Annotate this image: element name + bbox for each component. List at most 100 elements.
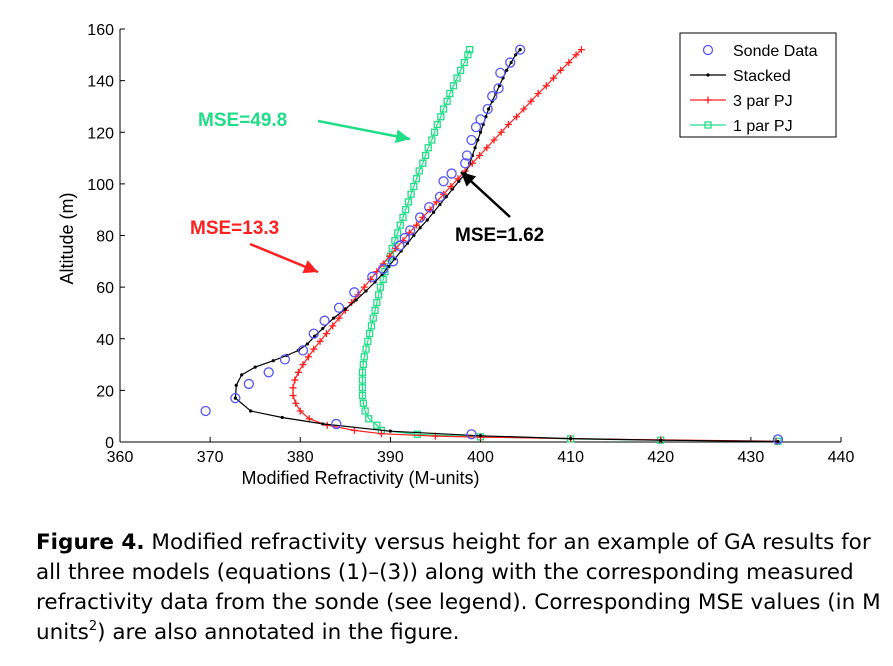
sonde-data-point: [349, 287, 360, 298]
sonde-data-point: [461, 150, 473, 161]
caption-label: Figure 4.: [36, 530, 145, 555]
par3-pj-point: [360, 283, 368, 291]
sonde-data-point: [319, 315, 330, 326]
sonde-data-point: [263, 367, 274, 378]
x-tick-label: 370: [197, 449, 224, 466]
par3-pj-point: [335, 314, 343, 322]
legend-label: 3 par PJ: [733, 93, 793, 110]
stacked-point: [233, 396, 237, 400]
par1-pj-point: [430, 128, 439, 136]
par1-pj-point: [375, 291, 383, 299]
par3-pj-point: [377, 430, 385, 438]
stacked-point: [305, 342, 310, 346]
par1-pj-point: [443, 97, 451, 105]
par1-pj-point: [446, 89, 454, 98]
stacked-point: [457, 179, 461, 183]
par3-pj-point: [289, 392, 297, 400]
x-tick-label: 390: [377, 449, 404, 466]
stacked-point: [412, 233, 416, 238]
par1-pj-point: [704, 121, 712, 129]
sonde-data-point: [434, 191, 446, 202]
par1-pj-point: [464, 51, 472, 59]
par3-pj-point: [534, 90, 542, 98]
stacked-point: [518, 48, 522, 52]
legend-label: 1 par PJ: [733, 118, 793, 135]
par3-pj-point: [316, 337, 324, 345]
stacked-point: [253, 365, 257, 369]
par1-pj-point: [449, 82, 458, 90]
stacked-point: [425, 218, 429, 222]
par1-pj-point: [359, 360, 367, 369]
x-tick-label: 420: [647, 449, 674, 466]
mse-arrow-1par-head: [394, 129, 410, 144]
par1-pj-point: [412, 175, 421, 183]
legend: Sonde Data Stacked 3 par PJ 1 par PJ: [679, 32, 837, 138]
par3-pj-point: [565, 59, 573, 67]
mse-arrow-1par: [317, 119, 411, 141]
par1-pj-point: [410, 182, 418, 191]
sonde-data-point: [367, 271, 378, 282]
y-tick-label: 100: [87, 177, 114, 194]
sonde-data-point: [297, 345, 309, 356]
par3-pj-point: [310, 345, 318, 353]
stacked-point: [505, 68, 509, 72]
par3-pj-point: [329, 322, 337, 330]
par1-pj-point: [453, 74, 461, 82]
stacked-point: [569, 437, 573, 441]
stacked-point: [280, 415, 284, 420]
par1-pj-point: [407, 190, 415, 198]
par1-pj-point: [369, 314, 377, 322]
par1-pj-point: [361, 407, 369, 415]
mse-arrow-stacked-head: [461, 172, 477, 187]
sonde-data-point: [394, 240, 405, 251]
sonde-data-point: [243, 378, 255, 390]
y-tick-label: 60: [96, 280, 114, 297]
par1-pj-point: [365, 415, 373, 423]
par3-pj-point: [379, 260, 387, 268]
axes: 360 370 380 390 400 410 420 430 440 0 20 40 60 80 100 1…: [57, 22, 854, 488]
stacked-point: [478, 434, 483, 438]
par1-pj-point: [421, 151, 430, 160]
sonde-data-point: [414, 212, 426, 223]
par3-pj-point: [527, 97, 535, 105]
figure-caption: Figure 4. Modified refractivity versus h…: [36, 528, 886, 648]
mse-annotation-1par: MSE=49.8: [198, 110, 287, 131]
par3-pj-point: [348, 299, 356, 307]
par1-pj-point: [359, 399, 367, 407]
par1-pj-point: [415, 167, 423, 175]
sonde-data-point: [460, 158, 471, 169]
sonde-data-point: [333, 302, 345, 313]
sonde-data-point: [378, 263, 389, 275]
par3-pj-point: [550, 74, 558, 82]
par1-pj-point: [358, 384, 367, 392]
refractivity-chart: 360 370 380 390 400 410 420 430 440 0 20 40 60 80 100 1…: [57, 22, 854, 488]
par1-pj-point: [376, 283, 385, 291]
stacked-point: [497, 84, 502, 88]
y-tick-label: 0: [105, 435, 114, 452]
stacked-point: [249, 409, 253, 413]
sonde-data-point: [279, 354, 291, 365]
stacked-point: [432, 210, 436, 214]
sonde-data-point: [495, 67, 506, 79]
stacked-point: [509, 60, 513, 65]
par3-pj-point: [557, 66, 565, 74]
caption-text-2: ) are also annotated in the figure.: [97, 620, 460, 645]
stacked-point: [476, 138, 480, 142]
par3-pj-point: [542, 82, 550, 90]
par3-pj-point: [289, 384, 297, 392]
par1-pj-point: [358, 368, 367, 376]
stacked-point: [659, 438, 663, 442]
sonde-data-point: [702, 44, 714, 56]
y-axis-label: Altitude (m): [57, 192, 77, 284]
y-tick-label: 160: [87, 22, 114, 39]
par3-pj-point: [513, 113, 521, 121]
caption-superscript: 2: [88, 619, 98, 634]
par1-pj-point: [402, 206, 410, 214]
par3-pj-point: [504, 121, 512, 129]
sonde-data-point: [200, 405, 211, 417]
stacked-point: [487, 107, 491, 111]
sonde-data-point: [387, 256, 399, 267]
par1-pj-point: [381, 267, 389, 276]
par3-pj-point: [296, 407, 304, 415]
par1-pj-point: [393, 229, 402, 237]
